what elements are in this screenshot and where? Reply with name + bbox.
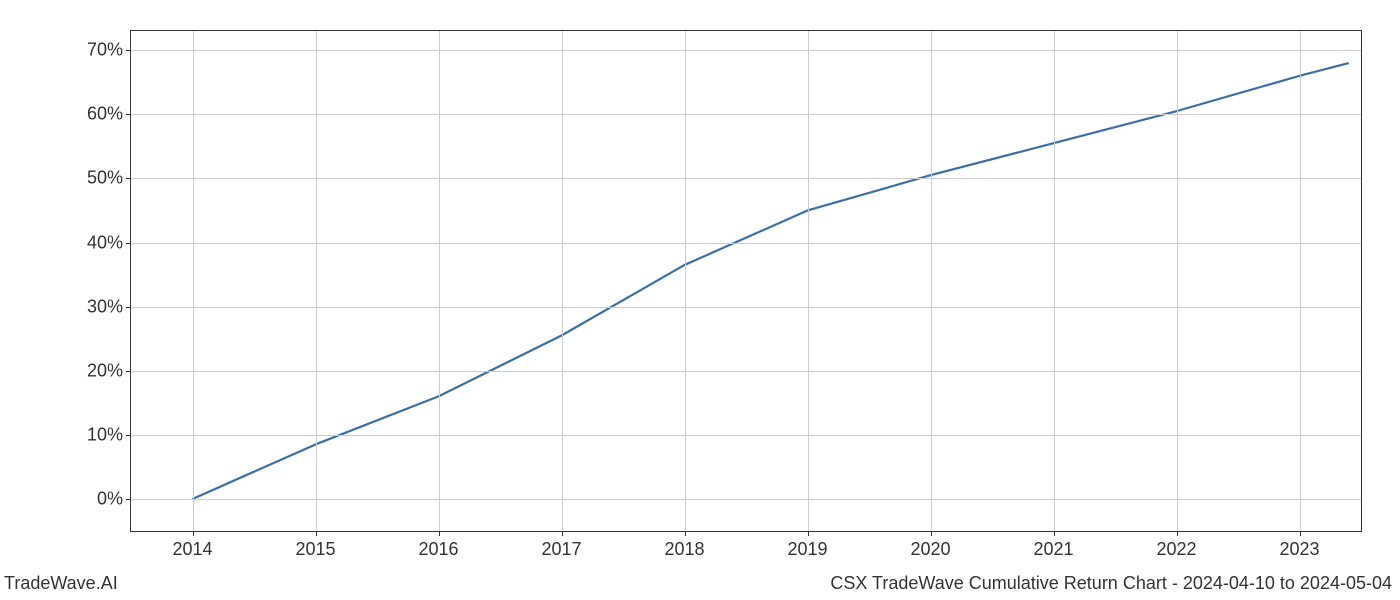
x-tick-label: 2017: [541, 531, 581, 560]
plot-area: 0%10%20%30%40%50%60%70%20142015201620172…: [130, 30, 1362, 532]
chart-container: 0% 10% 20% 30% 40% 50% 60% 70% 2014 2015 2016 2017 2…: [0, 0, 1400, 600]
x-tick-label: 2019: [787, 531, 827, 560]
x-tick-label: 2023: [1279, 531, 1319, 560]
gridline-vertical: [685, 31, 686, 531]
y-tick-label: 40%: [87, 232, 131, 253]
footer-left-brand: TradeWave.AI: [4, 573, 118, 594]
gridline-vertical: [931, 31, 932, 531]
gridline-vertical: [1177, 31, 1178, 531]
y-tick-label: 10%: [87, 424, 131, 445]
x-tick-label: 2014: [172, 531, 212, 560]
gridline-vertical: [1054, 31, 1055, 531]
y-tick-label: 30%: [87, 296, 131, 317]
x-tick-label: 2022: [1156, 531, 1196, 560]
series-line-cumulative_return: [193, 63, 1349, 499]
y-tick-label: 0%: [97, 488, 131, 509]
gridline-vertical: [808, 31, 809, 531]
y-tick-label: 20%: [87, 360, 131, 381]
x-tick-label: 2016: [418, 531, 458, 560]
gridline-vertical: [316, 31, 317, 531]
x-tick-label: 2015: [295, 531, 335, 560]
y-tick-label: 50%: [87, 168, 131, 189]
y-tick-label: 60%: [87, 104, 131, 125]
x-tick-label: 2021: [1033, 531, 1073, 560]
gridline-vertical: [1300, 31, 1301, 531]
y-tick-label: 70%: [87, 40, 131, 61]
gridline-vertical: [439, 31, 440, 531]
footer-right-caption: CSX TradeWave Cumulative Return Chart - …: [830, 573, 1392, 594]
x-tick-label: 2018: [664, 531, 704, 560]
gridline-vertical: [193, 31, 194, 531]
gridline-vertical: [562, 31, 563, 531]
x-tick-label: 2020: [910, 531, 950, 560]
